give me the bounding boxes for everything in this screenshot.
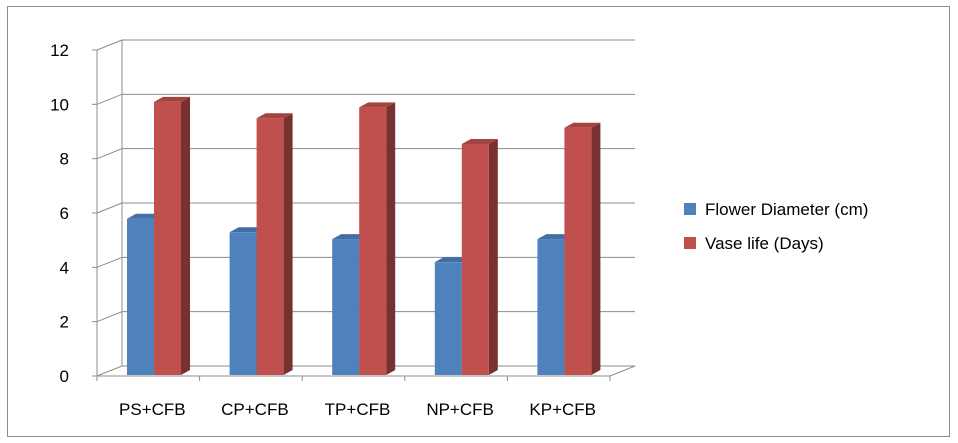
y-tick-label: 2 bbox=[60, 313, 69, 332]
y-tick-label: 12 bbox=[50, 41, 69, 60]
bars bbox=[127, 96, 601, 376]
legend-label-flower-diameter-cm: Flower Diameter (cm) bbox=[705, 200, 868, 219]
x-tick-label-tp-cfb: TP+CFB bbox=[325, 400, 391, 419]
gridline bbox=[96, 39, 635, 51]
bar-vase-life-days-np-cfb bbox=[461, 139, 498, 375]
gridline bbox=[96, 93, 635, 105]
y-tick-label: 0 bbox=[60, 367, 69, 386]
legend-swatch-flower-diameter-cm bbox=[684, 203, 696, 215]
x-tick-label-ps-cfb: PS+CFB bbox=[119, 400, 186, 419]
x-tick-label-kp-cfb: KP+CFB bbox=[529, 400, 596, 419]
x-tick-label-cp-cfb: CP+CFB bbox=[221, 400, 289, 419]
bar-vase-life-days-kp-cfb bbox=[564, 122, 601, 375]
legend: Flower Diameter (cm) Vase life (Days) bbox=[684, 200, 868, 253]
y-tick-label: 6 bbox=[60, 204, 69, 223]
y-tick-label: 10 bbox=[50, 95, 69, 114]
bar-vase-life-days-tp-cfb bbox=[359, 102, 396, 375]
x-axis-ticks: PS+CFB CP+CFB TP+CFB NP+CFB KP+CFB bbox=[96, 376, 611, 419]
bar-vase-life-days-cp-cfb bbox=[256, 113, 293, 375]
legend-label-vase-life-days: Vase life (Days) bbox=[705, 234, 824, 253]
y-tick-label: 8 bbox=[60, 150, 69, 169]
legend-swatch-vase-life-days bbox=[684, 237, 696, 249]
bar-vase-life-days-ps-cfb bbox=[154, 96, 190, 376]
y-tick-label: 4 bbox=[60, 258, 69, 277]
x-tick-label-np-cfb: NP+CFB bbox=[426, 400, 494, 419]
floor bbox=[96, 365, 636, 377]
y-axis-ticks: 0 2 4 6 8 10 12 bbox=[50, 41, 98, 386]
